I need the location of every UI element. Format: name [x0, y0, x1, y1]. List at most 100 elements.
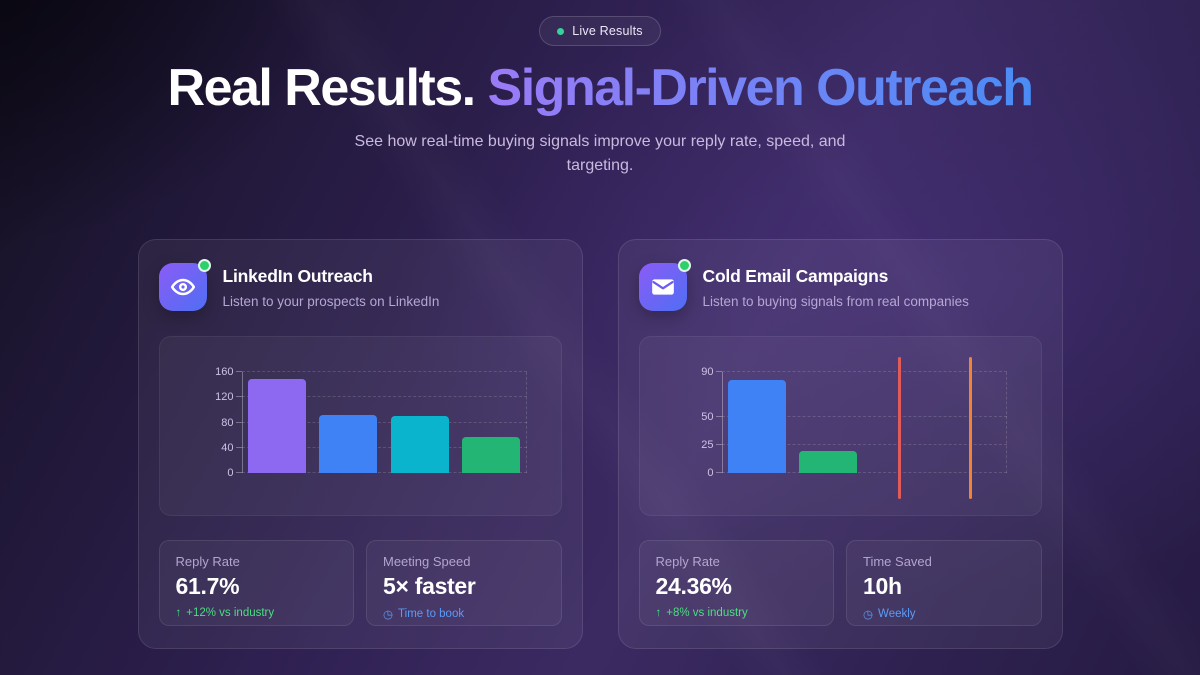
tick-mark — [715, 472, 722, 474]
bars-row — [242, 372, 527, 474]
stat-reply-rate: Reply Rate 24.36% ↑ +8% vs industry — [638, 540, 834, 627]
card-subtitle: Listen to your prospects on LinkedIn — [222, 294, 440, 310]
bar-chart-linkedin: 0 40 80 120 160 — [158, 336, 562, 517]
tick-mark — [235, 396, 242, 398]
bar-slot — [793, 372, 864, 474]
card-header: Cold Email Campaigns Listen to buying si… — [638, 259, 1042, 312]
page-title-white: Real Results. — [167, 59, 477, 117]
stat-reply-rate: Reply Rate 61.7% ↑ +12% vs industry — [158, 540, 354, 627]
eye-icon — [158, 259, 211, 312]
stat-note: ◷ Weekly — [863, 607, 1025, 621]
y-tick-label: 40 — [221, 441, 234, 454]
chart-bar — [461, 437, 520, 474]
clock-icon: ◷ — [383, 609, 394, 622]
stat-time-saved: Time Saved 10h ◷ Weekly — [846, 540, 1042, 627]
signal-line — [898, 357, 902, 500]
bar-slot — [313, 372, 384, 474]
gridline — [241, 472, 527, 474]
y-tick-label: 120 — [215, 391, 234, 404]
bar-slot — [864, 357, 935, 500]
stat-note: ↑ +12% vs industry — [176, 607, 338, 619]
bar-slot — [455, 372, 526, 474]
tick-mark — [235, 446, 242, 448]
card-title: Cold Email Campaigns — [702, 266, 889, 287]
stats-row: Reply Rate 24.36% ↑ +8% vs industry Time… — [638, 540, 1042, 627]
gridline — [721, 416, 1007, 418]
chart-bar — [728, 380, 787, 474]
y-axis — [721, 372, 723, 474]
gridline — [241, 421, 527, 423]
stat-value: 5× faster — [383, 573, 476, 600]
chart-bar — [319, 415, 378, 474]
tick-mark — [715, 416, 722, 418]
gridline — [241, 371, 527, 373]
badge-label: Live Results — [572, 24, 643, 38]
bar-slot — [935, 357, 1006, 500]
bar-slot — [384, 372, 455, 474]
page-title-gradient: Signal-Driven Outreach — [487, 59, 1034, 117]
y-tick-label: 0 — [227, 467, 234, 480]
gridline — [241, 396, 527, 398]
stat-value: 24.36% — [655, 573, 733, 600]
y-tick-label: 0 — [707, 467, 714, 480]
status-dot — [677, 259, 691, 273]
card-header-text: LinkedIn Outreach Listen to your prospec… — [223, 263, 440, 311]
live-results-badge: Live Results — [539, 16, 661, 46]
bar-slot — [722, 372, 793, 474]
stat-note-text: Time to book — [398, 608, 465, 621]
y-axis — [241, 372, 243, 474]
stat-meeting-speed: Meeting Speed 5× faster ◷ Time to book — [366, 540, 562, 627]
hero-section: Live Results Real Results. Signal-Driven… — [0, 0, 1200, 179]
card-header: LinkedIn Outreach Listen to your prospec… — [158, 259, 562, 312]
stat-note: ◷ Time to book — [383, 607, 545, 621]
stat-value: 61.7% — [175, 573, 240, 600]
stat-note-text: +8% vs industry — [666, 607, 748, 620]
page-title: Real Results. Signal-Driven Outreach — [0, 61, 1200, 116]
gridline — [721, 444, 1007, 446]
stat-label: Meeting Speed — [383, 554, 471, 570]
stat-label: Time Saved — [863, 554, 932, 570]
chart-bar — [390, 415, 449, 474]
stat-note-text: Weekly — [878, 608, 916, 621]
live-dot-icon — [557, 27, 565, 35]
y-tick-label: 50 — [701, 411, 714, 424]
stat-label: Reply Rate — [655, 554, 720, 570]
plot-right-edge — [1005, 372, 1007, 474]
arrow-up-icon: ↑ — [175, 607, 182, 620]
y-tick-label: 25 — [701, 439, 714, 452]
card-cold-email: Cold Email Campaigns Listen to buying si… — [617, 239, 1063, 650]
signal-line — [969, 357, 973, 500]
card-title: LinkedIn Outreach — [222, 266, 373, 287]
plot-right-edge — [525, 372, 527, 474]
y-tick-label: 80 — [221, 416, 234, 429]
y-tick-label: 160 — [215, 366, 234, 379]
chart-bar — [248, 378, 307, 474]
tick-mark — [715, 371, 722, 373]
card-linkedin-outreach: LinkedIn Outreach Listen to your prospec… — [137, 239, 583, 650]
page-subtitle: See how real-time buying signals improve… — [354, 132, 846, 175]
card-subtitle: Listen to buying signals from real compa… — [702, 294, 969, 310]
bar-slot — [242, 372, 313, 474]
arrow-up-icon: ↑ — [655, 607, 662, 620]
status-dot — [197, 259, 211, 273]
gridline — [241, 446, 527, 448]
stat-label: Reply Rate — [175, 554, 240, 570]
bars-row — [722, 357, 1007, 500]
gridline — [721, 371, 1007, 373]
card-header-text: Cold Email Campaigns Listen to buying si… — [703, 263, 969, 311]
clock-icon: ◷ — [863, 609, 874, 622]
tick-mark — [235, 472, 242, 474]
tick-mark — [235, 421, 242, 423]
chart-bar — [799, 450, 858, 474]
stat-value: 10h — [863, 573, 902, 600]
gridline — [721, 472, 1007, 474]
mail-icon — [638, 259, 691, 312]
stat-note: ↑ +8% vs industry — [656, 607, 818, 619]
bar-chart-cold-email: 0 25 50 90 — [638, 336, 1042, 517]
y-tick-label: 90 — [701, 366, 714, 379]
stats-row: Reply Rate 61.7% ↑ +12% vs industry Meet… — [158, 540, 562, 627]
cards-row: LinkedIn Outreach Listen to your prospec… — [0, 239, 1200, 650]
tick-mark — [715, 444, 722, 446]
tick-mark — [235, 371, 242, 373]
stat-note-text: +12% vs industry — [186, 607, 275, 620]
